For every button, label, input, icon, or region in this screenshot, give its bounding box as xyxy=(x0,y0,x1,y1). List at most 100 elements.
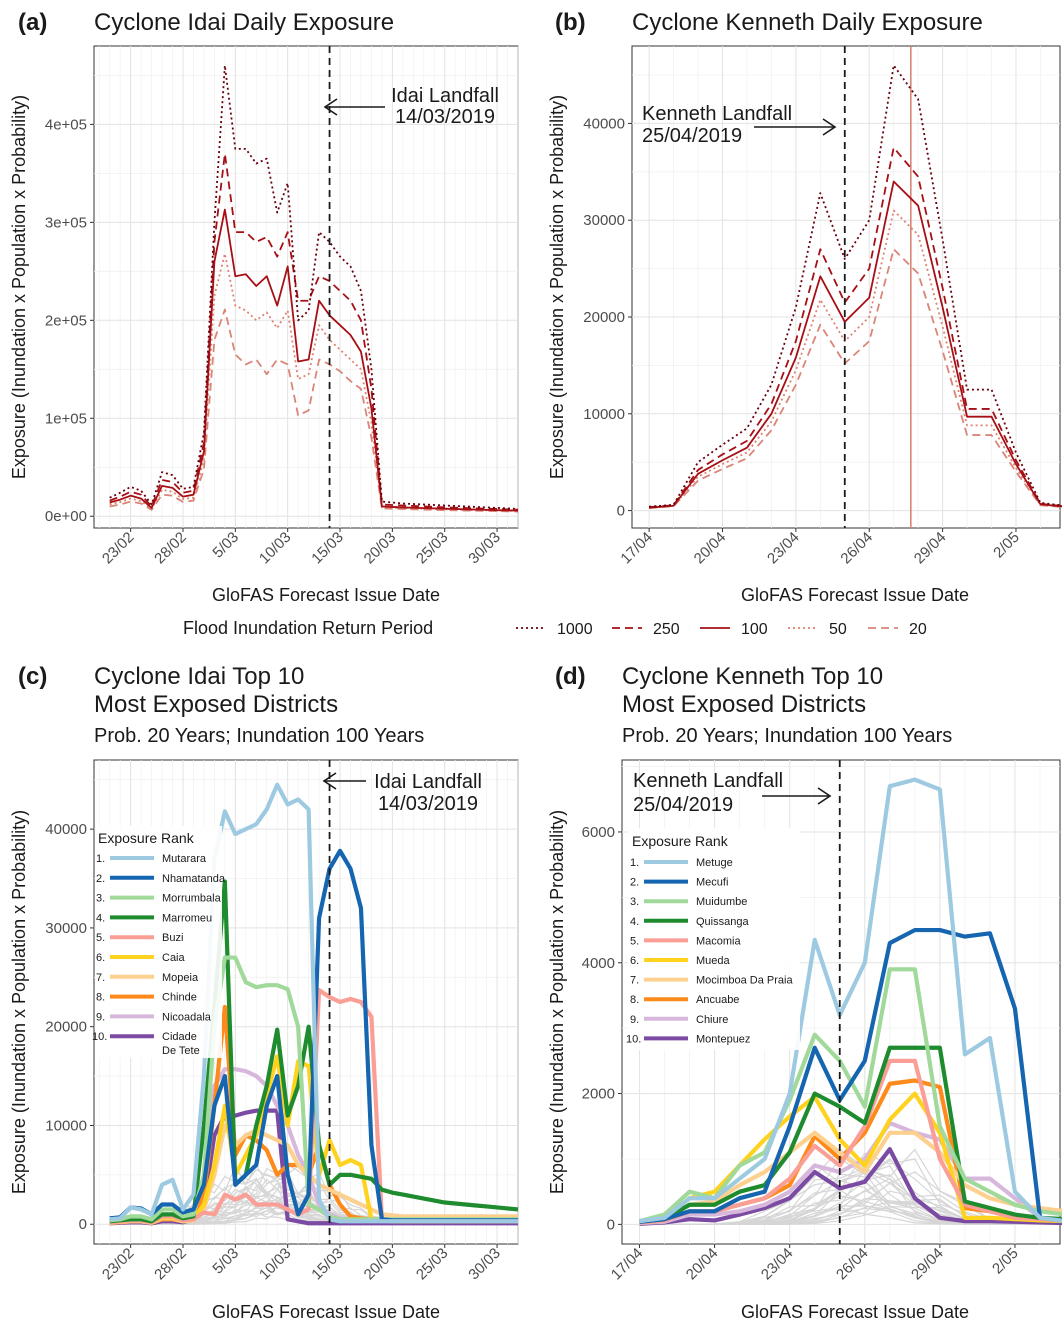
y-tick-label: 3e+05 xyxy=(45,214,87,231)
panel-c-title-line2: Most Exposed Districts xyxy=(94,691,338,718)
series-line-quissanga xyxy=(639,1045,1062,1224)
legend-label-50: 50 xyxy=(829,621,847,638)
panel-d: (d) Cyclone Kenneth Top 10 Most Exposed … xyxy=(547,663,1062,1322)
legend-district-name: Mutarara xyxy=(162,853,207,865)
x-tick-label: 15/03 xyxy=(308,1245,347,1284)
x-tick-label: 23/04 xyxy=(758,1245,797,1284)
y-tick-label: 40000 xyxy=(583,115,625,132)
panel-a-x-axis-label: GloFAS Forecast Issue Date xyxy=(212,585,440,605)
legend-district-name: Mopeia xyxy=(162,972,199,984)
series-line-250 xyxy=(109,152,519,511)
panel-d-annotation: Kenneth Landfall 25/04/2019 xyxy=(633,770,832,816)
panel-d-annotation-line2: 25/04/2019 xyxy=(633,794,733,816)
panel-a: (a) Cyclone Idai Daily Exposure Idai Lan… xyxy=(9,9,519,605)
x-tick-label: 30/03 xyxy=(465,1245,504,1284)
x-tick-label: 26/04 xyxy=(833,1245,872,1284)
series-line-20 xyxy=(109,308,519,513)
y-tick-label: 10000 xyxy=(45,1117,87,1134)
panel-d-title-line2: Most Exposed Districts xyxy=(622,691,866,718)
panel-c-series xyxy=(109,782,519,1226)
panel-c-y-ticks: 0 10000 20000 30000 40000 xyxy=(45,821,94,1233)
x-tick-label: 29/04 xyxy=(911,529,950,568)
panel-b-x-ticks: 17/04 20/04 23/04 26/04 29/04 2/05 xyxy=(617,528,1023,568)
panel-c-label: (c) xyxy=(18,663,47,690)
y-tick-label: 0 xyxy=(79,1216,87,1233)
x-tick-label: 2/05 xyxy=(990,529,1023,562)
series-line-montepuez xyxy=(639,1147,1062,1226)
legend-district-name: Mueda xyxy=(696,955,731,967)
legend-rank: 2. xyxy=(96,873,105,885)
series-line-250 xyxy=(649,146,1062,509)
y-tick-label: 6000 xyxy=(582,824,615,841)
panel-d-arrowhead xyxy=(817,787,832,805)
legend-rank: 8. xyxy=(630,994,639,1006)
legend-rank: 5. xyxy=(630,935,639,947)
series-line-100 xyxy=(649,180,1062,509)
x-tick-label: 10/03 xyxy=(256,529,295,568)
y-tick-label: 10000 xyxy=(583,406,625,423)
y-tick-label: 0 xyxy=(607,1216,615,1233)
y-tick-label: 2e+05 xyxy=(45,312,87,329)
panel-d-y-axis-label: Exposure (Inundation x Population x Prob… xyxy=(547,810,567,1194)
legend-rank: 4. xyxy=(630,916,639,928)
x-tick-label: 25/03 xyxy=(413,529,452,568)
panel-a-series xyxy=(109,64,519,513)
panel-c: (c) Cyclone Idai Top 10 Most Exposed Dis… xyxy=(9,663,519,1322)
x-tick-label: 29/04 xyxy=(908,1245,947,1284)
y-tick-label: 20000 xyxy=(45,1019,87,1036)
panel-b-y-ticks: 0 10000 20000 30000 40000 xyxy=(583,115,632,520)
x-tick-label: 20/03 xyxy=(361,529,400,568)
legend-district-name: Marromeu xyxy=(162,912,212,924)
legend-district-name: Chinde xyxy=(162,992,197,1004)
legend-rank: 6. xyxy=(630,955,639,967)
panel-b-series xyxy=(649,64,1062,510)
panel-b-x-axis-label: GloFAS Forecast Issue Date xyxy=(741,585,969,605)
x-tick-label: 10/03 xyxy=(256,1245,295,1284)
x-tick-label: 25/03 xyxy=(413,1245,452,1284)
legend-district-name: Nhamatanda xyxy=(162,873,226,885)
legend-rank: 10. xyxy=(92,1031,107,1043)
x-tick-label: 20/03 xyxy=(361,1245,400,1284)
panel-d-y-ticks: 0 2000 4000 6000 xyxy=(582,824,622,1233)
return-period-legend-title: Flood Inundation Return Period xyxy=(183,618,433,638)
legend-district-name: Morrumbala xyxy=(162,893,222,905)
legend-district-name: Mocimboa Da Praia xyxy=(696,975,793,987)
legend-district-name: Chiure xyxy=(696,1014,728,1026)
panel-c-annotation: Idai Landfall 14/03/2019 xyxy=(322,771,482,815)
panel-c-title: Cyclone Idai Top 10 xyxy=(94,663,304,690)
legend-rank: 2. xyxy=(630,877,639,889)
legend-rank: 5. xyxy=(96,932,105,944)
legend-rank: 3. xyxy=(630,896,639,908)
panel-d-legend: Exposure Rank 1. Metuge 2. Mecufi 3. Muidumbe… xyxy=(626,828,800,1050)
legend-district-name: Quissanga xyxy=(696,916,749,928)
x-tick-label: 20/04 xyxy=(691,529,730,568)
legend-label-20: 20 xyxy=(909,621,927,638)
panel-b-annotation-line2: 25/04/2019 xyxy=(642,125,742,147)
x-tick-label: 28/02 xyxy=(151,529,190,568)
x-tick-label: 30/03 xyxy=(465,529,504,568)
panel-a-arrowhead xyxy=(323,98,338,116)
x-tick-label: 17/04 xyxy=(608,1245,647,1284)
series-line-20 xyxy=(649,248,1062,510)
panel-a-title: Cyclone Idai Daily Exposure xyxy=(94,9,394,36)
panel-c-x-ticks: 23/02 28/02 5/03 10/03 15/03 20/03 25/03 30/03 xyxy=(99,1244,504,1283)
panel-a-annotation-line1: Idai Landfall xyxy=(391,85,499,107)
y-tick-label: 2000 xyxy=(582,1086,615,1103)
panel-d-annotation-line1: Kenneth Landfall xyxy=(633,770,783,792)
legend-district-name: Mecufi xyxy=(696,877,728,889)
series-line-50 xyxy=(649,209,1062,509)
return-period-legend: Flood Inundation Return Period 1000 250 10… xyxy=(183,618,927,638)
x-tick-label: 20/04 xyxy=(683,1245,722,1284)
x-tick-label: 23/02 xyxy=(99,529,138,568)
legend-rank: 7. xyxy=(96,972,105,984)
y-tick-label: 4e+05 xyxy=(45,116,87,133)
series-line-chiure xyxy=(639,1120,1062,1226)
panel-d-subtitle: Prob. 20 Years; Inundation 100 Years xyxy=(622,725,952,747)
series-line-mecufi xyxy=(639,927,1062,1224)
panel-b-arrowhead xyxy=(822,118,837,136)
panel-b-label: (b) xyxy=(555,9,586,36)
y-tick-label: 4000 xyxy=(582,955,615,972)
series-line-50 xyxy=(109,252,519,512)
legend-district-name: Montepuez xyxy=(696,1033,750,1045)
